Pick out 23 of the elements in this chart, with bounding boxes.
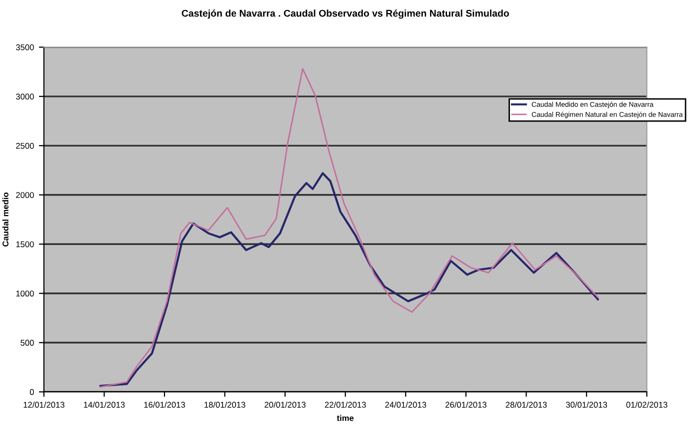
x-tick-label: 14/01/2013 bbox=[84, 402, 125, 408]
x-tick-label: 12/01/2013 bbox=[24, 402, 64, 408]
x-tick-label: 30/01/2013 bbox=[566, 402, 608, 408]
y-tick-label: 1000 bbox=[16, 290, 34, 296]
chart-title: Castejón de Navarra . Caudal Observado vs Régimen Natural Simulado bbox=[182, 9, 509, 19]
x-tick-label: 28/01/2013 bbox=[506, 402, 547, 408]
y-tick-label: 1500 bbox=[16, 241, 34, 248]
x-axis-title: time bbox=[336, 414, 354, 422]
x-tick-label: 01/02/2013 bbox=[626, 402, 668, 408]
x-tick-label: 22/01/2013 bbox=[324, 402, 366, 408]
x-tick-label: 20/01/2013 bbox=[264, 402, 306, 408]
y-tick-label: 0 bbox=[30, 389, 34, 395]
x-tick-label: 26/01/2013 bbox=[446, 402, 486, 408]
y-tick-label: 3500 bbox=[16, 44, 34, 50]
line-series bbox=[99, 172, 599, 387]
y-axis-title: Caudal medio bbox=[2, 192, 8, 246]
y-tick-label: 2500 bbox=[16, 142, 34, 149]
x-tick-label: 18/01/2013 bbox=[204, 402, 246, 408]
y-tick-label: 500 bbox=[20, 340, 34, 346]
x-tick-label: 24/01/2013 bbox=[385, 402, 426, 408]
y-tick-label: 3000 bbox=[16, 94, 34, 100]
y-tick-label: 2000 bbox=[16, 192, 34, 198]
x-tick-label: 16/01/2013 bbox=[144, 402, 185, 408]
